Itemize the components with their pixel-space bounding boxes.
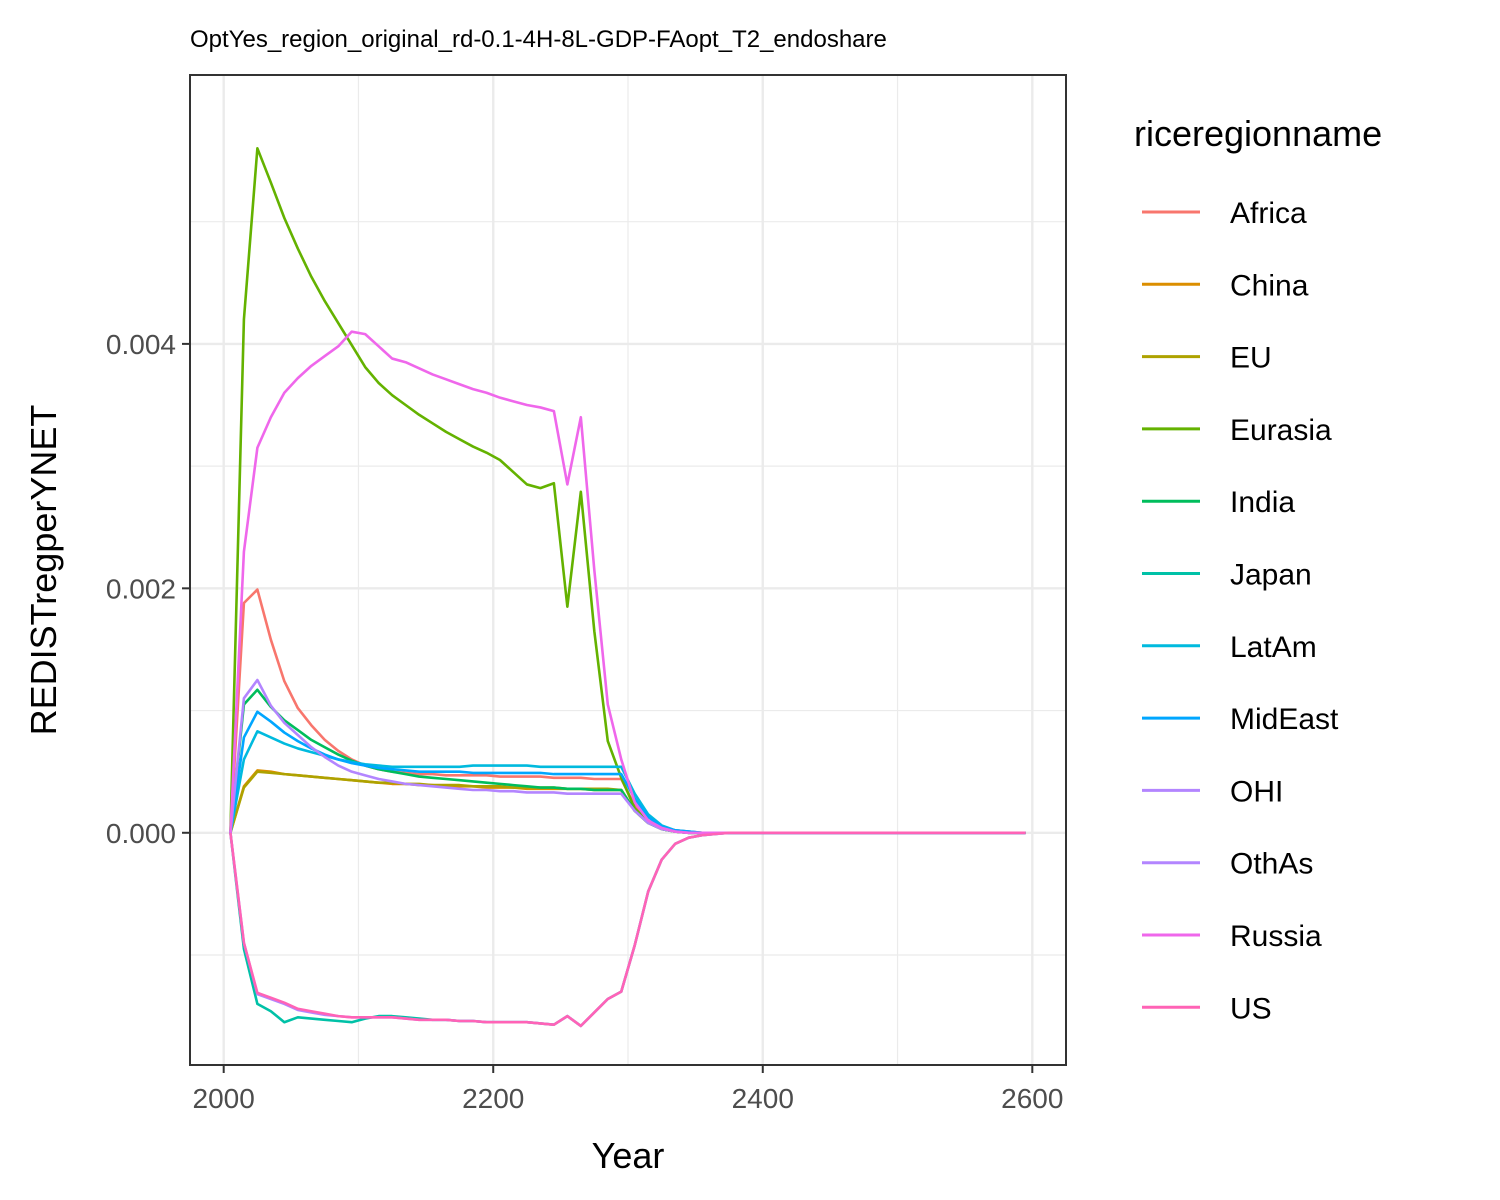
y-axis: 0.000 0.002 0.004: [106, 329, 190, 849]
x-axis: 2000 2200 2400 2600: [193, 1065, 1063, 1114]
legend-label: LatAm: [1230, 631, 1317, 664]
legend-item-mideast: MidEast: [1142, 703, 1339, 736]
legend-label: Japan: [1230, 559, 1312, 592]
legend-title: riceregionname: [1134, 113, 1382, 154]
legend-label: Russia: [1230, 920, 1322, 953]
series-line-us: [229, 831, 1026, 1028]
legend-label: OHI: [1230, 775, 1283, 808]
legend-label: India: [1230, 486, 1295, 519]
x-tick-label: 2600: [1001, 1083, 1063, 1114]
legend-label: OthAs: [1230, 848, 1313, 881]
legend-item-othas: OthAs: [1142, 848, 1313, 881]
x-tick-label: 2000: [193, 1083, 255, 1114]
series-lines: [229, 147, 1026, 1028]
legend-label: Eurasia: [1230, 414, 1332, 447]
legend-item-russia: Russia: [1142, 920, 1322, 953]
x-tick-label: 2400: [732, 1083, 794, 1114]
legend-label: MidEast: [1230, 703, 1339, 736]
legend-item-japan: Japan: [1142, 559, 1312, 592]
legend-label: US: [1230, 992, 1272, 1025]
chart-title: OptYes_region_original_rd-0.1-4H-8L-GDP-…: [190, 26, 887, 53]
y-tick-label: 0.004: [106, 329, 176, 360]
y-tick-label: 0.002: [106, 573, 176, 604]
y-tick-label: 0.000: [106, 818, 176, 849]
legend-item-us: US: [1142, 992, 1272, 1025]
plot-border: [189, 74, 1067, 1066]
legend-item-china: China: [1142, 269, 1309, 302]
legend-label: Africa: [1230, 197, 1307, 230]
grid-minor: [190, 75, 1066, 1065]
legend-items: Africa China EU Eurasia India Japan LatAm MidEa…: [1142, 197, 1339, 1025]
y-axis-title: REDISTregperYNET: [23, 405, 64, 736]
legend-item-india: India: [1142, 486, 1295, 519]
legend-item-ohi: OHI: [1142, 775, 1283, 808]
legend-item-latam: LatAm: [1142, 631, 1317, 664]
legend-label: China: [1230, 269, 1309, 302]
x-axis-title: Year: [592, 1135, 665, 1176]
x-tick-label: 2200: [462, 1083, 524, 1114]
legend-item-africa: Africa: [1142, 197, 1307, 230]
legend-item-eu: EU: [1142, 342, 1272, 375]
legend-label: EU: [1230, 342, 1272, 375]
legend-item-eurasia: Eurasia: [1142, 414, 1332, 447]
legend: riceregionname Africa China EU Eurasia India…: [1134, 113, 1382, 1025]
